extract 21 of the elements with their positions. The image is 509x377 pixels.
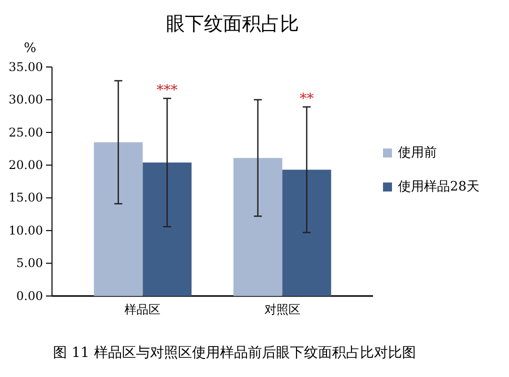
bar bbox=[282, 170, 332, 296]
legend-label: 使用前 bbox=[398, 146, 437, 160]
y-tick-label: 10.00 bbox=[8, 223, 43, 238]
y-axis-title: % bbox=[24, 41, 36, 56]
y-tick-label: 5.00 bbox=[16, 256, 43, 270]
legend-label: 使用样品28天 bbox=[398, 180, 480, 194]
y-tick-label: 35.00 bbox=[8, 60, 43, 74]
y-tick-label: 30.00 bbox=[8, 92, 43, 107]
caption: 图 11 样品区与对照区使用样品前后眼下纹面积占比对比图 bbox=[53, 345, 416, 361]
bar bbox=[142, 162, 192, 296]
chart-title: 眼下纹面积占比 bbox=[166, 13, 299, 35]
bar bbox=[233, 158, 282, 296]
y-tick-label: 20.00 bbox=[8, 158, 43, 172]
annotation: ** bbox=[300, 90, 314, 107]
annotation: *** bbox=[156, 82, 178, 98]
y-tick-label: 25.00 bbox=[8, 125, 43, 140]
bar bbox=[94, 142, 143, 296]
y-tick-label: 0.00 bbox=[16, 288, 43, 303]
x-tick-label: 样品区 bbox=[124, 302, 161, 316]
x-tick-label: 对照区 bbox=[264, 302, 300, 316]
y-tick-label: 15.00 bbox=[8, 190, 43, 205]
